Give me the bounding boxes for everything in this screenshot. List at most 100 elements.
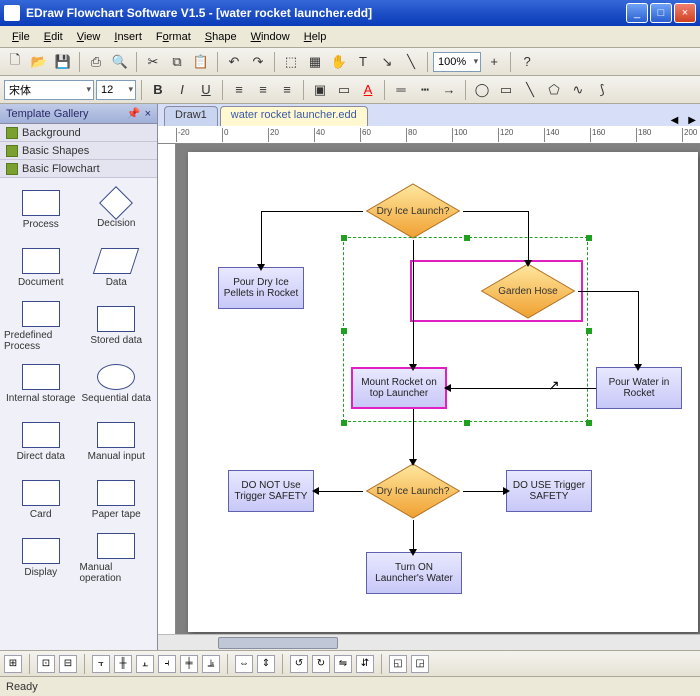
menu-insert[interactable]: Insert <box>108 29 148 45</box>
align-panel-icon[interactable]: ⊞ <box>4 655 22 673</box>
back-icon[interactable]: ◲ <box>411 655 429 673</box>
tab-draw1[interactable]: Draw1 <box>164 106 218 126</box>
connector[interactable] <box>463 211 528 212</box>
hand-icon[interactable]: ✋ <box>328 51 350 73</box>
gallery-category-basic-shapes[interactable]: Basic Shapes <box>0 142 157 160</box>
shape-stencil-predefined-process[interactable]: Predefined Process <box>4 298 78 354</box>
italic-icon[interactable]: I <box>171 79 193 101</box>
align-right-icon[interactable]: ≡ <box>276 79 298 101</box>
shape-curve-icon[interactable]: ∿ <box>567 79 589 101</box>
connector[interactable] <box>578 291 638 292</box>
flowchart-process[interactable]: Pour Dry Ice Pellets in Rocket <box>218 267 304 309</box>
shape-rect-icon[interactable]: ▭ <box>495 79 517 101</box>
ungroup-icon[interactable]: ⊟ <box>59 655 77 673</box>
align-middle-icon[interactable]: ╪ <box>180 655 198 673</box>
align-bottom-icon[interactable]: ⫡ <box>202 655 220 673</box>
dash-icon[interactable]: ┅ <box>414 79 436 101</box>
rotate-left-icon[interactable]: ↺ <box>290 655 308 673</box>
tab-nav-left-icon[interactable]: ◀ <box>667 115 683 126</box>
menu-format[interactable]: Format <box>150 29 197 45</box>
flowchart-process[interactable]: Pour Water in Rocket <box>596 367 682 409</box>
distribute-v-icon[interactable]: ⇕ <box>257 655 275 673</box>
menu-window[interactable]: Window <box>245 29 296 45</box>
help-icon[interactable]: ? <box>516 51 538 73</box>
flowchart-process[interactable]: DO NOT Use Trigger SAFETY <box>228 470 314 512</box>
panel-close-icon[interactable]: × <box>145 108 151 120</box>
new-icon[interactable]: 🗋 <box>4 51 26 73</box>
connector-icon[interactable]: ↘ <box>376 51 398 73</box>
rotate-right-icon[interactable]: ↻ <box>312 655 330 673</box>
group-icon[interactable]: ⊡ <box>37 655 55 673</box>
shape-stencil-data[interactable]: Data <box>80 240 154 296</box>
scrollbar-horizontal[interactable] <box>158 634 700 650</box>
shape-stencil-process[interactable]: Process <box>4 182 78 238</box>
connector[interactable] <box>413 240 414 367</box>
zoom-combo[interactable]: 100% <box>433 52 481 72</box>
shape-arc-icon[interactable]: ⟆ <box>591 79 613 101</box>
flowchart-decision[interactable]: Dry Ice Launch? <box>363 182 463 240</box>
panel-pin-icon[interactable]: 📌 <box>127 107 141 120</box>
undo-icon[interactable]: ↶ <box>223 51 245 73</box>
shape-poly-icon[interactable]: ⬠ <box>543 79 565 101</box>
print-icon[interactable]: ⎙ <box>85 51 107 73</box>
zoom-in-icon[interactable]: + <box>483 51 505 73</box>
cut-icon[interactable]: ✂ <box>142 51 164 73</box>
gallery-category-background[interactable]: Background <box>0 124 157 142</box>
shape-stencil-document[interactable]: Document <box>4 240 78 296</box>
shape-stencil-internal-storage[interactable]: Internal storage <box>4 356 78 412</box>
menu-shape[interactable]: Shape <box>199 29 243 45</box>
canvas[interactable]: Dry Ice Launch? Pour Dry Ice Pellets in R… <box>176 144 700 634</box>
shape-stencil-sequential-data[interactable]: Sequential data <box>80 356 154 412</box>
fill-color-icon[interactable]: ▣ <box>309 79 331 101</box>
preview-icon[interactable]: 🔍 <box>109 51 131 73</box>
redo-icon[interactable]: ↷ <box>247 51 269 73</box>
flip-v-icon[interactable]: ⇵ <box>356 655 374 673</box>
flip-h-icon[interactable]: ⇋ <box>334 655 352 673</box>
maximize-button[interactable]: □ <box>650 3 672 23</box>
shape-stencil-manual-input[interactable]: Manual input <box>80 414 154 470</box>
align-left-icon[interactable]: ≡ <box>228 79 250 101</box>
shape-line-icon[interactable]: ╲ <box>519 79 541 101</box>
connector[interactable] <box>261 211 363 212</box>
connector[interactable] <box>413 520 414 552</box>
flowchart-process[interactable]: Turn ON Launcher's Water <box>366 552 462 594</box>
page[interactable]: Dry Ice Launch? Pour Dry Ice Pellets in R… <box>188 152 698 632</box>
text-icon[interactable]: T <box>352 51 374 73</box>
minimize-button[interactable]: _ <box>626 3 648 23</box>
menu-edit[interactable]: Edit <box>38 29 69 45</box>
font-combo[interactable]: 宋体 <box>4 80 94 100</box>
shape-stencil-card[interactable]: Card <box>4 472 78 528</box>
bold-icon[interactable]: B <box>147 79 169 101</box>
line-icon[interactable]: ╲ <box>400 51 422 73</box>
copy-icon[interactable]: ⧉ <box>166 51 188 73</box>
shape-stencil-stored-data[interactable]: Stored data <box>80 298 154 354</box>
connector[interactable] <box>448 388 596 389</box>
shape-stencil-decision[interactable]: Decision <box>80 182 154 238</box>
menu-view[interactable]: View <box>71 29 107 45</box>
align-top-icon[interactable]: ⫞ <box>158 655 176 673</box>
connector[interactable] <box>528 211 529 263</box>
gallery-category-basic-flowchart[interactable]: Basic Flowchart <box>0 160 157 178</box>
shape-stencil-paper-tape[interactable]: Paper tape <box>80 472 154 528</box>
open-icon[interactable]: 📂 <box>28 51 50 73</box>
flowchart-decision[interactable]: Dry Ice Launch? <box>363 462 463 520</box>
align-right-shapes-icon[interactable]: ⫠ <box>136 655 154 673</box>
align-center-h-icon[interactable]: ╫ <box>114 655 132 673</box>
shape-stencil-direct-data[interactable]: Direct data <box>4 414 78 470</box>
menu-help[interactable]: Help <box>298 29 333 45</box>
save-icon[interactable]: 💾 <box>52 51 74 73</box>
connector[interactable] <box>261 211 262 267</box>
shape-stencil-display[interactable]: Display <box>4 530 78 586</box>
menu-file[interactable]: File <box>6 29 36 45</box>
tab-water-rocket-launcher-edd[interactable]: water rocket launcher.edd <box>220 106 368 126</box>
tab-nav-right-icon[interactable]: ▶ <box>684 115 700 126</box>
arrow-style-icon[interactable]: → <box>438 79 460 101</box>
align-left-shapes-icon[interactable]: ⫟ <box>92 655 110 673</box>
connector[interactable] <box>463 491 506 492</box>
distribute-h-icon[interactable]: ⇔ <box>235 655 253 673</box>
pointer-icon[interactable]: ⬚ <box>280 51 302 73</box>
connector[interactable] <box>638 291 639 367</box>
select-icon[interactable]: ▦ <box>304 51 326 73</box>
underline-icon[interactable]: U <box>195 79 217 101</box>
connector[interactable] <box>315 491 363 492</box>
